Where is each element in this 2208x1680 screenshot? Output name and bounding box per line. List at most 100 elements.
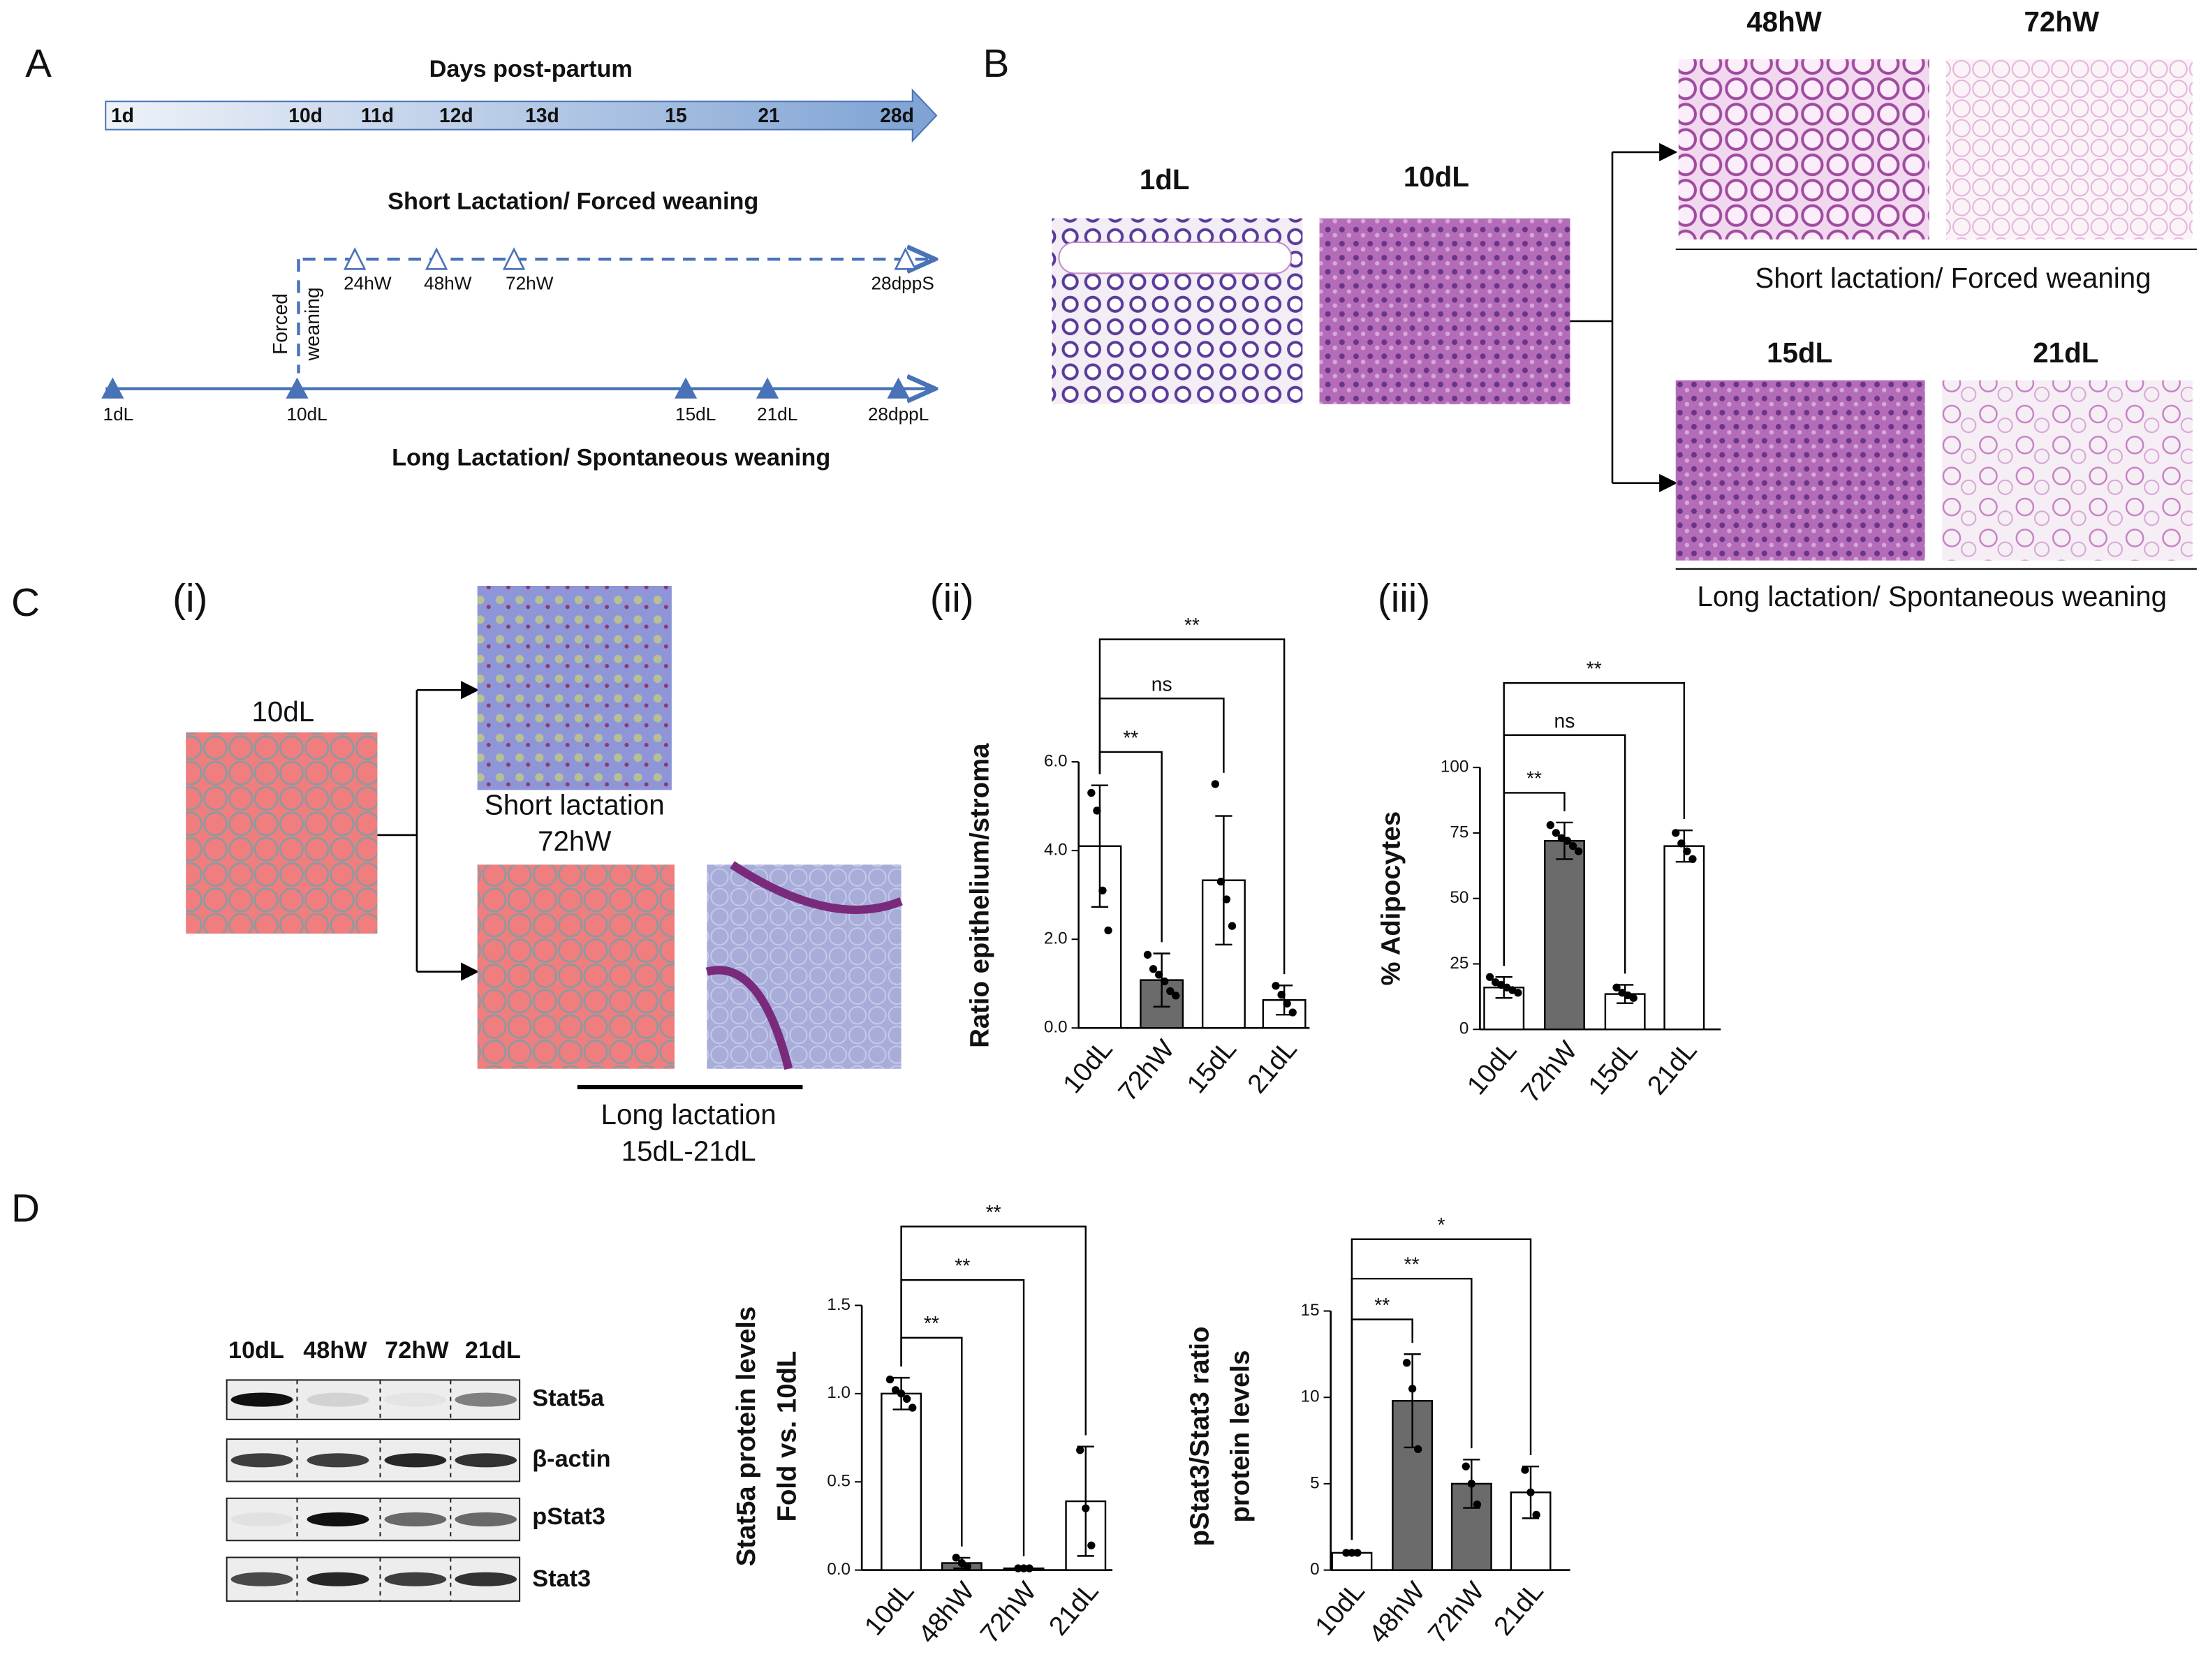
x-tick-label: 10dL: [1462, 1036, 1523, 1100]
data-point: [1677, 839, 1686, 848]
panel-letter: D: [11, 1186, 40, 1230]
caption: 72hW: [538, 825, 611, 857]
y-tick-label: 2.0: [1044, 929, 1068, 948]
x-tick-label: 21dL: [1488, 1576, 1550, 1641]
segmentation-image: [477, 864, 675, 1069]
data-point: [1014, 1564, 1022, 1572]
data-point: [1161, 977, 1169, 986]
image-label: 10dL: [251, 695, 314, 728]
x-tick-label: 10dL: [1057, 1034, 1119, 1099]
image-label: 1dL: [1140, 163, 1190, 196]
band: [455, 1572, 517, 1586]
histology-image: [1945, 59, 2193, 240]
data-point: [1277, 990, 1286, 999]
data-point: [1172, 992, 1180, 1000]
data-point: [1353, 1549, 1362, 1557]
x-tick-label: 21dL: [1642, 1036, 1703, 1100]
timeline-bar: [105, 88, 938, 143]
data-point: [1342, 1549, 1350, 1557]
significance-label: **: [1587, 657, 1602, 679]
significance-label: **: [924, 1312, 939, 1334]
data-point: [1672, 829, 1680, 837]
x-tick-label: 48hW: [913, 1576, 981, 1649]
band: [230, 1453, 293, 1468]
data-point: [885, 1375, 895, 1384]
band: [455, 1392, 517, 1407]
data-point: [1473, 1500, 1482, 1509]
significance-bracket: [900, 1225, 1087, 1436]
caption: Long lactation: [601, 1098, 777, 1130]
band: [455, 1453, 517, 1468]
forced-label: Forced: [269, 293, 291, 355]
short-point: 28dppS: [871, 272, 934, 293]
significance-bracket: [1350, 1238, 1532, 1540]
x-tick-label: 10dL: [1309, 1576, 1371, 1641]
x-tick-label: 72hW: [1422, 1576, 1491, 1649]
data-point: [1414, 1445, 1422, 1454]
significance-label: ns: [1554, 709, 1575, 732]
x-tick-label: 21dL: [1242, 1034, 1303, 1099]
long-point: 10dL: [286, 404, 327, 425]
connector: [1570, 152, 1614, 483]
data-point: [1574, 847, 1583, 855]
y-tick-label: 0.5: [827, 1472, 851, 1491]
timeline-title: Days post-partum: [429, 56, 633, 82]
day-label: 13d: [525, 104, 559, 126]
data-point: [1155, 971, 1163, 979]
y-tick-label: 1.0: [827, 1383, 851, 1402]
data-point: [1546, 821, 1554, 830]
y-tick-label: 5: [1310, 1473, 1319, 1492]
panel-letter: B: [983, 41, 1010, 85]
data-point: [1087, 788, 1096, 797]
band: [384, 1512, 447, 1527]
subpanel-label: (i): [172, 576, 207, 620]
row-label: pStat3: [532, 1503, 605, 1530]
data-point: [1467, 1480, 1475, 1488]
x-tick-label: 10dL: [859, 1576, 920, 1641]
connector: [377, 690, 418, 972]
data-point: [891, 1386, 900, 1394]
day-label: 15: [665, 104, 686, 126]
caption: Short lactation: [485, 788, 665, 820]
day-label: 11d: [361, 104, 394, 126]
subpanel-label: (ii): [930, 576, 974, 620]
data-point: [908, 1403, 917, 1412]
data-point: [1020, 1564, 1028, 1572]
image-label: 15dL: [1767, 337, 1832, 369]
long-title: Long Lactation/ Spontaneous weaning: [392, 445, 830, 471]
y-tick-label: 4.0: [1044, 841, 1068, 860]
significance-label: **: [955, 1254, 970, 1276]
data-point: [1552, 829, 1560, 837]
data-point: [1288, 1008, 1297, 1017]
data-point: [1402, 1359, 1411, 1367]
data-point: [1462, 1462, 1470, 1471]
panel-letter: A: [25, 41, 52, 85]
bar: [1543, 839, 1585, 1031]
data-point: [1521, 1466, 1529, 1474]
histology-image: [1319, 218, 1570, 404]
y-axis-label: Ratio epithelium/stroma: [965, 743, 995, 1048]
data-point: [1098, 886, 1107, 894]
lane-label: 72hW: [385, 1337, 449, 1364]
data-point: [952, 1554, 960, 1562]
short-point: 72hW: [506, 272, 554, 293]
segmentation-image: [186, 732, 378, 934]
bar: [881, 1392, 922, 1571]
row-label: Stat5a: [532, 1385, 605, 1412]
blot: [226, 1379, 521, 1602]
open-markers: [343, 247, 917, 270]
y-tick-label: 0.0: [827, 1560, 851, 1579]
significance-label: ns: [1151, 673, 1172, 695]
data-point: [1143, 950, 1152, 959]
histology-image: [1675, 380, 1925, 561]
data-point: [1025, 1564, 1033, 1572]
data-point: [1514, 989, 1522, 997]
y-axis-label: pStat3/Stat3 ratio: [1184, 1327, 1214, 1547]
band: [307, 1572, 369, 1586]
lane-label: 21dL: [465, 1337, 521, 1364]
forced-label: weaning: [301, 287, 323, 361]
data-point: [1563, 837, 1572, 845]
row-label: β-actin: [532, 1445, 610, 1472]
band: [230, 1512, 293, 1527]
